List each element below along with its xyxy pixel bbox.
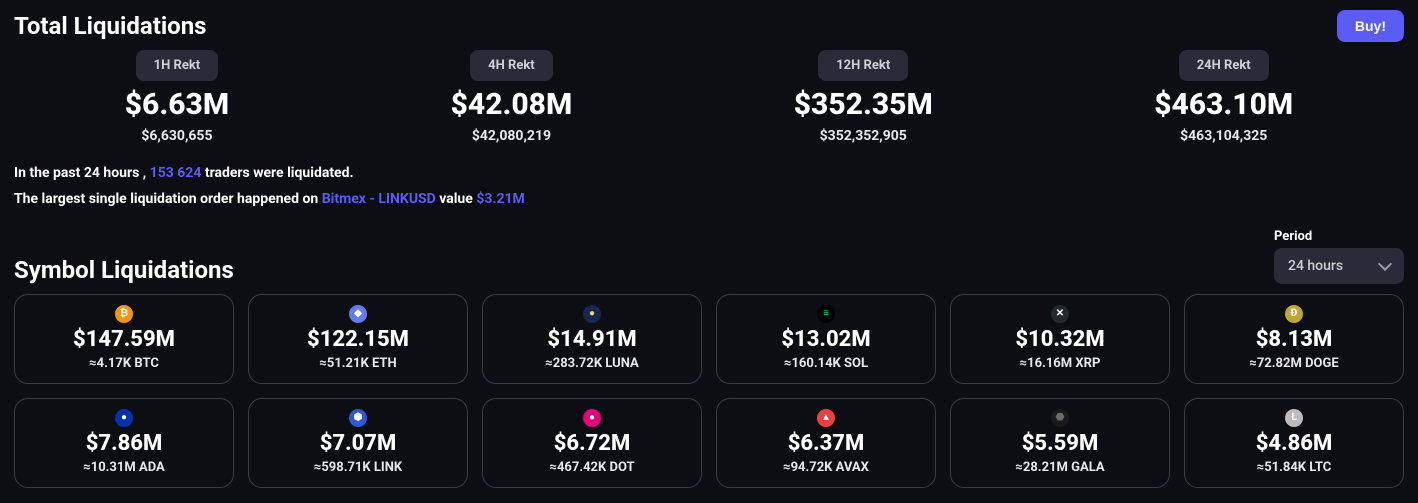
symbol-approx-value: ≈598.71K LINK [314,460,402,475]
symbol-approx-value: ≈283.72K LUNA [545,356,638,371]
ada-icon: ● [115,409,133,427]
summary-trader-count: 153 624 [150,165,202,181]
symbol-usd-value: $7.07M [320,431,397,456]
avax-icon: ▲ [817,409,835,427]
sol-icon: ≡ [817,305,835,323]
page-title: Total Liquidations [14,12,207,40]
total-col-4h: 4H Rekt $42.08M $42,080,219 [451,50,573,144]
symbol-approx-value: ≈51.84K LTC [1257,460,1332,475]
symbol-card-ltc[interactable]: Ł $4.86M ≈51.84K LTC [1184,398,1404,488]
summary-text-b: value [436,191,477,207]
total-amount-small: $42,080,219 [472,128,551,144]
symbol-card-btc[interactable]: ₿ $147.59M ≈4.17K BTC [14,294,234,384]
symbol-card-eth[interactable]: ◆ $122.15M ≈51.21K ETH [248,294,468,384]
period-select[interactable]: 24 hours [1274,248,1404,284]
summary-text-b: traders were liquidated. [201,165,353,181]
total-amount-small: $463,104,325 [1180,128,1267,144]
period-badge: 12H Rekt [818,50,908,81]
ltc-icon: Ł [1285,409,1303,427]
xrp-icon: ✕ [1051,305,1069,323]
symbol-card-sol[interactable]: ≡ $13.02M ≈160.14K SOL [716,294,936,384]
period-select-value: 24 hours [1288,258,1343,274]
symbol-card-luna[interactable]: ● $14.91M ≈283.72K LUNA [482,294,702,384]
symbol-card-link[interactable]: ⬢ $7.07M ≈598.71K LINK [248,398,468,488]
symbol-card-ada[interactable]: ● $7.86M ≈10.31M ADA [14,398,234,488]
total-amount-small: $6,630,655 [141,128,212,144]
btc-icon: ₿ [115,305,133,323]
total-amount-big: $6.63M [125,87,229,122]
symbol-usd-value: $5.59M [1022,431,1099,456]
symbol-approx-value: ≈51.21K ETH [319,356,396,371]
total-col-1h: 1H Rekt $6.63M $6,630,655 [125,50,229,144]
gala-icon: ⬣ [1051,409,1069,427]
symbol-card-avax[interactable]: ▲ $6.37M ≈94.72K AVAX [716,398,936,488]
total-amount-small: $352,352,905 [820,128,907,144]
symbol-approx-value: ≈94.72K AVAX [783,460,869,475]
symbol-usd-value: $14.91M [547,327,636,352]
summary-text-a: The largest single liquidation order hap… [14,191,322,207]
symbol-card-xrp[interactable]: ✕ $10.32M ≈16.16M XRP [950,294,1170,384]
total-amount-big: $352.35M [794,87,933,122]
symbol-approx-value: ≈467.42K DOT [549,460,634,475]
symbol-approx-value: ≈16.16M XRP [1020,356,1101,371]
buy-button[interactable]: Buy! [1337,10,1404,42]
symbol-approx-value: ≈28.21M GALA [1015,460,1104,475]
total-col-12h: 12H Rekt $352.35M $352,352,905 [794,50,933,144]
doge-icon: Ð [1285,305,1303,323]
total-col-24h: 24H Rekt $463.10M $463,104,325 [1154,50,1293,144]
total-amount-big: $463.10M [1154,87,1293,122]
symbol-usd-value: $8.13M [1256,327,1333,352]
symbol-approx-value: ≈160.14K SOL [784,356,868,371]
eth-icon: ◆ [349,305,367,323]
symbol-card-gala[interactable]: ⬣ $5.59M ≈28.21M GALA [950,398,1170,488]
symbol-card-doge[interactable]: Ð $8.13M ≈72.82M DOGE [1184,294,1404,384]
symbol-cards-grid: ₿ $147.59M ≈4.17K BTC ◆ $122.15M ≈51.21K ETH ●… [14,294,1404,488]
symbol-usd-value: $6.72M [554,431,631,456]
symbol-usd-value: $147.59M [73,327,175,352]
summary-exchange-pair[interactable]: Bitmex - LINKUSD [322,191,436,207]
symbol-usd-value: $10.32M [1015,327,1104,352]
symbol-approx-value: ≈4.17K BTC [89,356,159,371]
symbol-usd-value: $122.15M [307,327,409,352]
summary-line-2: The largest single liquidation order hap… [14,188,1404,210]
symbol-approx-value: ≈10.31M ADA [83,460,165,475]
symbol-card-dot[interactable]: ● $6.72M ≈467.42K DOT [482,398,702,488]
summary-largest-value: $3.21M [476,191,524,207]
symbol-section-title: Symbol Liquidations [14,256,234,284]
period-label: Period [1274,229,1404,244]
luna-icon: ● [583,305,601,323]
symbol-usd-value: $13.02M [781,327,870,352]
symbol-usd-value: $4.86M [1256,431,1333,456]
summary-text-a: In the past 24 hours , [14,165,150,181]
summary-line-1: In the past 24 hours , 153 624 traders w… [14,162,1404,184]
link-icon: ⬢ [349,409,367,427]
totals-row: 1H Rekt $6.63M $6,630,655 4H Rekt $42.08… [14,50,1404,144]
chevron-down-icon [1378,257,1392,271]
period-badge: 24H Rekt [1179,50,1269,81]
dot-icon: ● [583,409,601,427]
symbol-usd-value: $6.37M [788,431,865,456]
symbol-approx-value: ≈72.82M DOGE [1249,356,1338,371]
period-badge: 1H Rekt [136,50,219,81]
period-badge: 4H Rekt [470,50,553,81]
symbol-usd-value: $7.86M [86,431,163,456]
total-amount-big: $42.08M [451,87,573,122]
